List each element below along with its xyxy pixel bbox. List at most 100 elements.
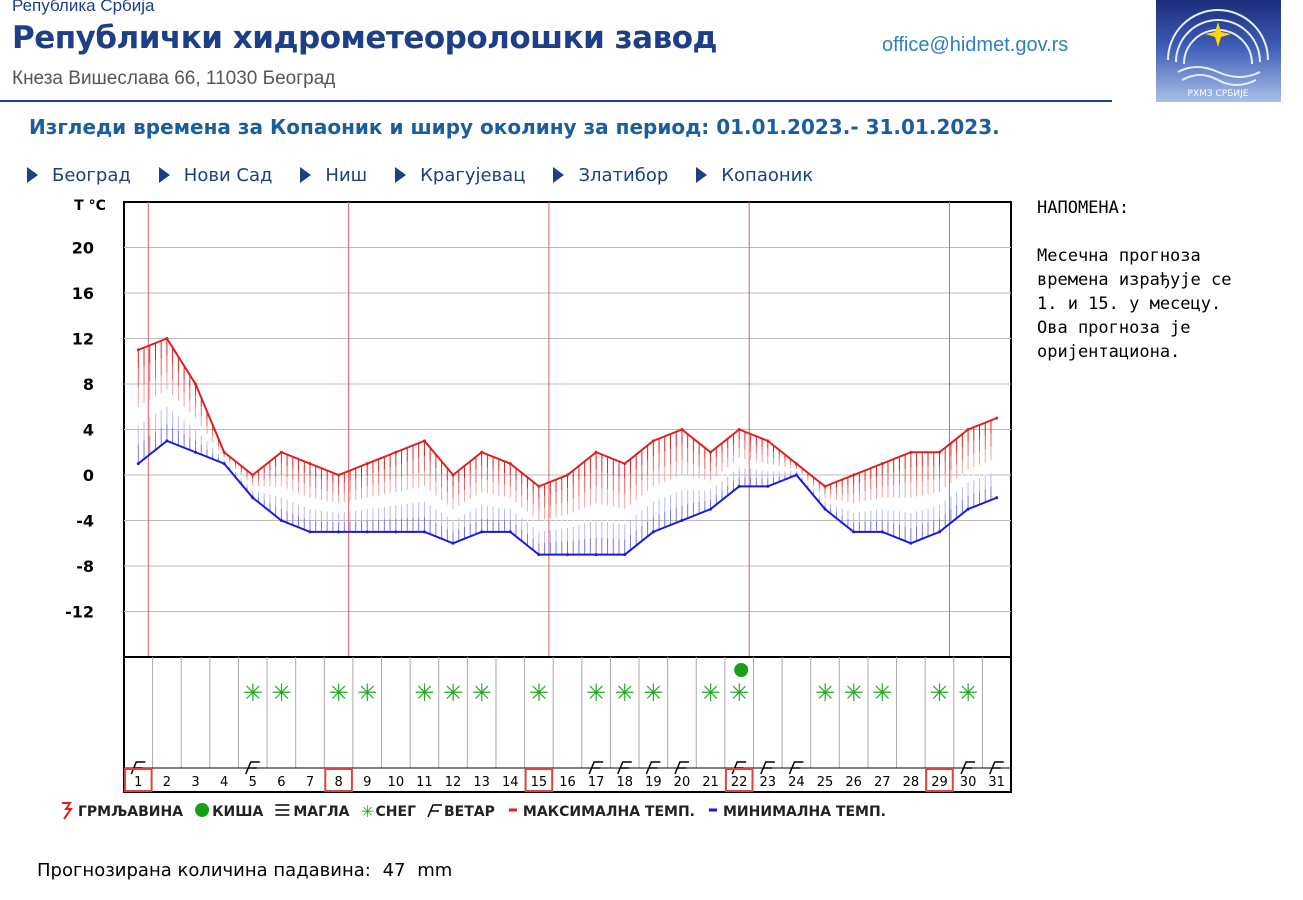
note-line: оријентациона.	[1037, 342, 1181, 362]
note-line: 1. и 15. у месецу.	[1037, 294, 1222, 314]
y-tick-label: 12	[72, 330, 94, 349]
highlighted-day-box	[124, 768, 153, 792]
min-temperature-point	[365, 530, 369, 534]
institution-name: Републички хидрометеоролошки завод	[12, 20, 718, 56]
nav-item-novi-sad[interactable]: Нови Сад	[158, 162, 273, 188]
min-temperature-point	[680, 519, 684, 522]
arrow-right-icon	[27, 167, 38, 183]
day-label: 25	[817, 775, 834, 790]
logo-text: РХМЗ СРБИЈЕ	[1188, 89, 1249, 99]
min-temperature-point	[194, 450, 198, 454]
max-temperature-point	[222, 450, 226, 454]
max-temperature-point	[594, 450, 598, 454]
legend-label: КИША	[212, 804, 263, 820]
precipitation-label: Прогнозирана количина падавина:	[37, 860, 371, 881]
nav-item-label: Ниш	[325, 164, 368, 186]
min-temperature-point	[394, 530, 398, 534]
day-label: 3	[191, 775, 199, 790]
note-title: НАПОМЕНА:	[1037, 198, 1130, 218]
chart-legend: ГРМЉАВИНА КИША МАГЛА ✳ СНЕГ ВЕТАР МАКСИМАЛНА Т…	[62, 802, 886, 821]
y-tick-label: -8	[76, 557, 94, 576]
day-label: 23	[760, 775, 777, 790]
min-temperature-point	[222, 462, 226, 466]
day-label: 13	[473, 775, 490, 790]
max-temperature-point	[680, 428, 684, 431]
min-temperature-point	[308, 530, 312, 534]
max-temperature-point	[566, 473, 569, 477]
snow-icon: ✳	[815, 679, 835, 707]
rain-icon	[734, 663, 749, 677]
max-temperature-point	[966, 428, 970, 431]
nav-item-label: Нови Сад	[183, 164, 273, 186]
legend-label: ГРМЉАВИНА	[78, 804, 183, 820]
snow-icon: ✳	[243, 679, 263, 707]
thunder-icon	[62, 802, 73, 820]
institution-address: Кнеза Вишеслава 66, 11030 Београд	[12, 68, 336, 89]
arrow-right-icon	[395, 167, 407, 183]
highlighted-day-box	[925, 768, 954, 792]
day-label: 20	[674, 775, 691, 790]
precipitation-unit: mm	[417, 860, 453, 881]
email-link[interactable]: office@hidmet.gov.rs	[882, 34, 1069, 56]
min-temperature-point	[852, 530, 856, 534]
snow-icon: ✳	[615, 679, 635, 707]
arrow-right-icon	[696, 167, 708, 183]
y-axis-label: T °C	[74, 198, 106, 214]
snow-icon: ✳	[729, 679, 749, 707]
max-temperature-point	[623, 462, 627, 466]
min-temperature-point	[508, 530, 512, 534]
y-tick-label: -12	[65, 603, 94, 622]
max-temperature-point	[880, 462, 884, 466]
day-label: 29	[931, 775, 948, 790]
day-label: 19	[645, 775, 662, 790]
max-temperature-point	[165, 337, 169, 340]
max-temperature-point	[422, 439, 426, 443]
nav-item-kragujevac[interactable]: Крагујевац	[395, 162, 525, 188]
max-temperature-point	[794, 462, 798, 466]
min-temperature-point	[966, 507, 970, 511]
y-tick-label: 0	[83, 466, 94, 485]
min-temperature-point	[766, 484, 770, 488]
day-label: 30	[960, 775, 977, 790]
min-temperature-point	[651, 530, 655, 534]
nav-item-label: Крагујевац	[420, 164, 526, 186]
day-label: 31	[988, 775, 1005, 790]
nav-item-kopaonik[interactable]: Копаоник	[696, 162, 813, 188]
min-temperature-point	[623, 553, 627, 557]
max-temperature-point	[937, 450, 941, 454]
day-label: 28	[903, 775, 920, 790]
nav-item-beograd[interactable]: Београд	[27, 162, 131, 188]
nav-item-label: Београд	[52, 164, 131, 186]
max-temperature-point	[136, 348, 140, 352]
precipitation-value: 47	[382, 860, 406, 881]
rhmz-logo[interactable]: РХМЗ СРБИЈЕ	[1156, 0, 1281, 102]
temperature-range-fill	[137, 338, 992, 555]
max-temperature-point	[709, 450, 713, 454]
max-temperature-point	[194, 382, 198, 386]
day-label: 6	[277, 775, 285, 790]
max-temperature-point	[337, 473, 341, 477]
nav-item-label: Златибор	[578, 164, 669, 186]
snow-icon: ✳	[361, 802, 374, 821]
min-temperature-point	[251, 496, 255, 500]
nav-item-zlatibor[interactable]: Златибор	[553, 162, 668, 188]
snow-icon: ✳	[929, 679, 949, 707]
day-label: 1	[134, 775, 142, 790]
day-label: 10	[388, 775, 405, 790]
min-temperature-point	[279, 519, 283, 522]
snow-icon: ✳	[529, 679, 549, 707]
legend-label: МАКСИМАЛНА ТЕМП.	[523, 804, 695, 820]
min-temperature-point	[709, 507, 713, 511]
min-temperature-point	[480, 530, 484, 534]
day-label: 21	[702, 775, 719, 790]
max-temperature-point	[394, 450, 398, 454]
day-label: 18	[616, 775, 633, 790]
y-tick-label: 16	[72, 284, 94, 303]
min-temperature-point	[537, 553, 541, 557]
day-label: 11	[416, 775, 433, 790]
snow-icon: ✳	[443, 679, 463, 707]
nav-item-nis[interactable]: Ниш	[300, 162, 367, 188]
min-temperature-point	[337, 530, 341, 534]
min-temperature-point	[422, 530, 426, 534]
